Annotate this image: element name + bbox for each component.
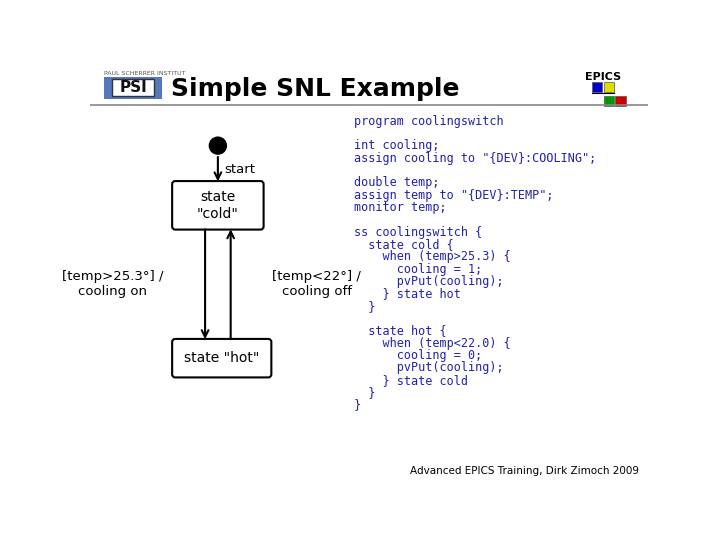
FancyBboxPatch shape [593,82,602,92]
Text: cooling = 0;: cooling = 0; [354,349,482,362]
Text: program coolingswitch: program coolingswitch [354,115,503,128]
Text: [temp>25.3°] /
cooling on: [temp>25.3°] / cooling on [62,270,163,298]
Text: when (temp<22.0) {: when (temp<22.0) { [354,336,510,349]
Text: monitor temp;: monitor temp; [354,201,446,214]
Text: ss coolingswitch {: ss coolingswitch { [354,226,482,239]
Text: state hot {: state hot { [354,325,446,338]
FancyBboxPatch shape [616,96,626,106]
Circle shape [210,137,226,154]
FancyBboxPatch shape [604,82,614,92]
FancyBboxPatch shape [112,79,154,96]
FancyBboxPatch shape [604,96,614,106]
Text: state "hot": state "hot" [184,351,259,365]
Text: pvPut(cooling);: pvPut(cooling); [354,275,503,288]
Text: Advanced EPICS Training, Dirk Zimoch 2009: Advanced EPICS Training, Dirk Zimoch 200… [410,466,639,476]
Text: }: } [354,300,375,313]
Text: state
"cold": state "cold" [197,190,239,221]
FancyBboxPatch shape [104,77,162,99]
Text: PSI: PSI [119,80,147,96]
Text: start: start [224,163,255,176]
FancyBboxPatch shape [172,339,271,377]
Text: int cooling;: int cooling; [354,139,439,152]
Text: Simple SNL Example: Simple SNL Example [171,77,460,100]
Text: pvPut(cooling);: pvPut(cooling); [354,361,503,374]
Text: assign cooling to "{DEV}:COOLING";: assign cooling to "{DEV}:COOLING"; [354,152,595,165]
Text: PAUL SCHERRER INSTITUT: PAUL SCHERRER INSTITUT [104,71,186,76]
Text: } state hot: } state hot [354,287,460,300]
Text: when (temp>25.3) {: when (temp>25.3) { [354,251,510,264]
Text: assign temp to "{DEV}:TEMP";: assign temp to "{DEV}:TEMP"; [354,189,553,202]
Text: [temp<22°] /
cooling off: [temp<22°] / cooling off [272,270,361,298]
FancyBboxPatch shape [172,181,264,230]
Text: }: } [354,386,375,399]
Text: EPICS: EPICS [585,72,621,82]
Text: }: } [354,398,361,411]
Text: } state cold: } state cold [354,374,467,387]
Text: double temp;: double temp; [354,177,439,190]
Text: state cold {: state cold { [354,238,454,251]
Text: cooling = 1;: cooling = 1; [354,262,482,276]
